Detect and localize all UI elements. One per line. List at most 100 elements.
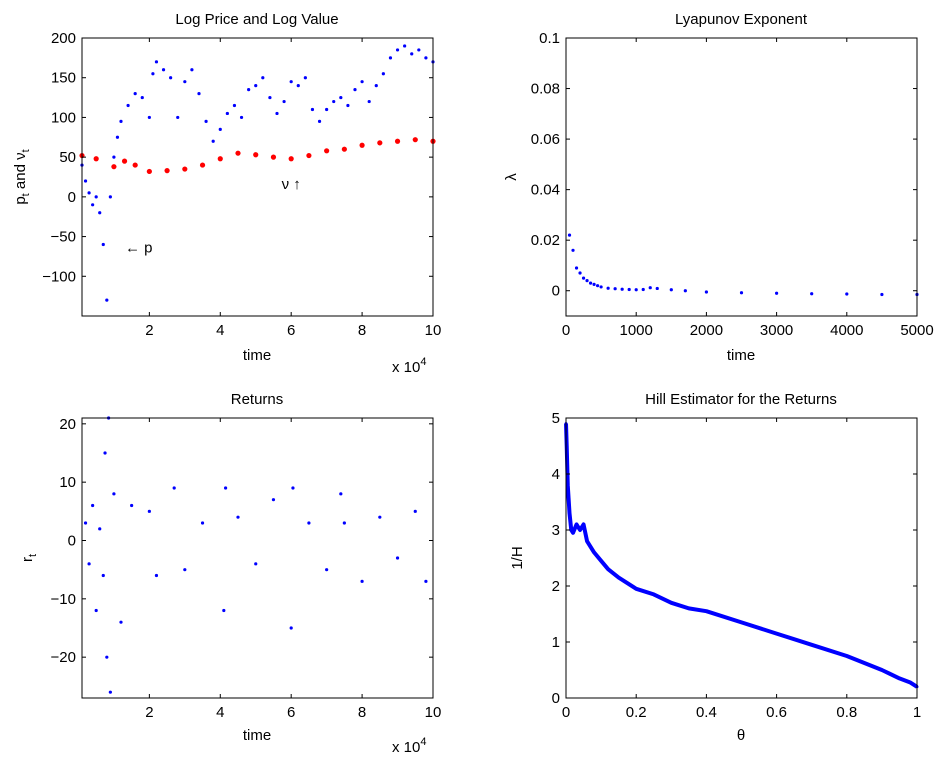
log-price-series-p-point	[381, 72, 385, 76]
log-price-series-p-point	[91, 203, 95, 207]
log-price-series-p-point	[211, 139, 215, 143]
log-price-series-p-point	[151, 72, 155, 76]
panel-log-price-exponent: x 104	[392, 356, 426, 376]
panel-lyapunov-ylabel: λ	[503, 173, 520, 181]
lyapunov-series-0-point	[613, 287, 617, 291]
hill-series-0-point	[775, 632, 779, 636]
panel-hill-frame	[565, 417, 918, 699]
log-price-ytick-label: 100	[51, 109, 76, 126]
hill-series-0-point	[599, 559, 603, 563]
panel-hill-ylabel: 1/H	[509, 546, 526, 569]
panel-returns-frame	[81, 417, 434, 699]
returns-series-0-point	[395, 556, 400, 560]
log-price-series-p-point	[339, 95, 343, 100]
panel-log-price-xlabel: time	[243, 347, 271, 364]
lyapunov-ytick-label: 0.1	[539, 30, 560, 47]
returns-series-0-point	[222, 608, 226, 613]
panel-log-price-plot	[79, 44, 436, 302]
returns-series-0-point	[200, 521, 205, 525]
lyapunov-series-0-point	[571, 248, 575, 252]
log-price-series-p-point	[169, 76, 173, 80]
returns-series-0-point	[307, 521, 311, 525]
lyapunov-series-0-point	[599, 285, 603, 289]
returns-series-0-point	[98, 527, 102, 531]
log-price-series-p-point	[388, 56, 393, 60]
returns-xtick-label: 10	[425, 704, 442, 721]
panel-hill-xlabel: θ	[737, 727, 745, 744]
returns-series-0-point	[119, 620, 123, 624]
returns-series-0-point	[378, 515, 382, 519]
panel-lyapunov-plot	[567, 233, 919, 297]
lyapunov-series-0-point	[775, 291, 779, 295]
log-price-series-p-point	[108, 195, 112, 199]
lyapunov-series-0-point	[627, 287, 631, 292]
hill-xtick-label: 0.2	[626, 704, 647, 721]
log-price-ytick-label: 0	[68, 189, 76, 206]
lyapunov-xtick-label: 1000	[620, 322, 653, 339]
log-price-series-p-point	[133, 92, 137, 96]
log-price-series-p-point	[417, 48, 421, 52]
returns-ytick-label: −10	[51, 591, 76, 608]
log-price-series-p-point	[367, 99, 371, 104]
lyapunov-series-0-point	[581, 276, 586, 280]
returns-series-0-point	[130, 503, 134, 508]
hill-series-0-point	[687, 606, 691, 610]
lyapunov-ytick-label: 0.06	[531, 131, 560, 148]
log-price-series-p-point	[310, 107, 315, 112]
log-price-series-p-point	[374, 84, 378, 88]
hill-xtick-label: 0.4	[696, 704, 717, 721]
log-price-annotation: ← p	[125, 239, 153, 256]
log-price-series-ν-point	[235, 150, 241, 156]
log-price-series-ν-point	[306, 152, 312, 159]
returns-series-0-point	[271, 498, 276, 502]
panel-returns-xlabel: time	[243, 727, 271, 744]
hill-series-0-point	[617, 576, 621, 580]
returns-ytick-label: 10	[59, 474, 76, 491]
log-price-series-p-point	[254, 84, 258, 88]
lyapunov-series-0-point	[669, 288, 673, 292]
returns-series-0-point	[223, 486, 228, 490]
returns-series-0-point	[91, 503, 95, 508]
log-price-series-p-point	[303, 76, 307, 80]
hill-ytick-label: 3	[552, 522, 560, 539]
returns-series-0-point	[289, 626, 293, 630]
lyapunov-series-0-point	[655, 286, 659, 291]
log-price-xtick-label: 4	[216, 322, 224, 339]
log-price-series-ν-point	[132, 162, 138, 168]
log-price-series-p-point	[225, 111, 229, 116]
log-price-ytick-label: −50	[51, 229, 76, 246]
hill-series-0-point	[606, 567, 610, 571]
log-price-annotation: ν ↑	[282, 176, 301, 193]
log-price-series-p-point	[403, 44, 407, 48]
hill-series-0-point	[569, 528, 573, 532]
lyapunov-series-0-point	[648, 286, 652, 290]
returns-series-0-point	[424, 579, 428, 583]
log-price-series-p-point	[261, 76, 265, 80]
log-price-series-p-point	[275, 111, 279, 116]
lyapunov-series-0-point	[574, 266, 579, 270]
log-price-series-p-point	[282, 99, 286, 104]
log-price-series-p-point	[126, 103, 130, 108]
log-price-series-p-point	[161, 68, 166, 72]
log-price-series-p-point	[289, 80, 293, 84]
panel-returns-exponent: x 104	[392, 736, 426, 756]
log-price-series-ν-point	[341, 146, 347, 152]
returns-series-0-point	[342, 521, 346, 525]
hill-series-0-point	[634, 587, 638, 591]
hill-series-0-line	[564, 423, 919, 689]
panel-log-price-title: Log Price and Log Value	[175, 11, 338, 28]
log-price-series-p-point	[268, 95, 272, 100]
returns-series-0-point	[360, 579, 364, 583]
log-price-series-p-point	[140, 95, 144, 100]
log-price-series-ν-point	[394, 138, 401, 144]
log-price-xtick-label: 8	[358, 322, 366, 339]
log-price-ytick-label: −100	[42, 268, 76, 285]
log-price-series-ν-point	[146, 168, 152, 175]
returns-ytick-label: 0	[68, 533, 76, 550]
lyapunov-series-0-point	[592, 282, 596, 287]
hill-ytick-label: 1	[552, 634, 560, 651]
returns-series-0-point	[94, 608, 98, 613]
hill-series-0-point	[740, 620, 743, 624]
log-price-series-p-point	[332, 99, 336, 104]
